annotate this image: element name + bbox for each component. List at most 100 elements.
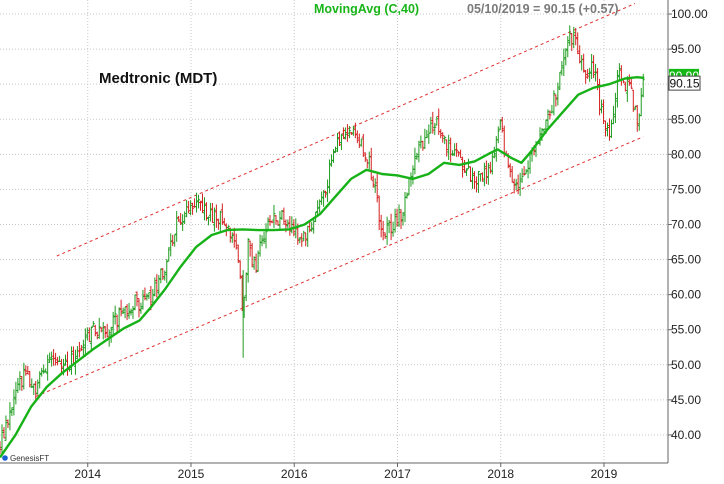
price-bar bbox=[383, 232, 387, 239]
price-bars bbox=[0, 25, 645, 455]
price-bar bbox=[131, 305, 135, 319]
price-bar bbox=[50, 351, 54, 367]
price-bar bbox=[87, 327, 91, 343]
price-bar bbox=[512, 178, 516, 194]
price-bar bbox=[353, 122, 357, 139]
price-bar bbox=[548, 110, 552, 120]
y-tick-label: 65.00 bbox=[671, 253, 701, 267]
price-bar bbox=[359, 138, 363, 147]
price-bar bbox=[286, 219, 290, 229]
credit: GenesisFT bbox=[2, 454, 49, 463]
price-bar bbox=[524, 168, 528, 175]
price-bar bbox=[328, 159, 332, 194]
price-bar bbox=[129, 308, 133, 316]
price-bar bbox=[594, 63, 598, 82]
price-bar bbox=[262, 231, 266, 245]
price-bar bbox=[332, 149, 336, 163]
price-bar bbox=[44, 368, 48, 373]
price-bar bbox=[65, 351, 69, 376]
price-bar bbox=[560, 61, 564, 76]
price-bar bbox=[79, 344, 83, 351]
price-bar bbox=[99, 327, 103, 333]
price-bar bbox=[552, 90, 556, 116]
price-bar bbox=[300, 233, 304, 247]
x-tick-label: 2018 bbox=[487, 467, 514, 481]
price-bar bbox=[238, 260, 242, 280]
price-bar bbox=[97, 317, 101, 339]
price-bar bbox=[75, 345, 79, 360]
price-bar bbox=[377, 195, 381, 231]
price-bar bbox=[127, 302, 131, 319]
y-tick-label: 40.00 bbox=[671, 428, 701, 442]
price-bar bbox=[631, 89, 635, 112]
price-bar bbox=[175, 210, 179, 242]
price-bar bbox=[586, 68, 590, 79]
price-bar bbox=[222, 217, 226, 226]
price-bar bbox=[316, 200, 320, 216]
price-badges: 90.9090.15 bbox=[668, 68, 701, 91]
price-bar bbox=[526, 160, 530, 179]
price-bar bbox=[361, 133, 365, 157]
price-bar bbox=[339, 133, 343, 151]
y-tick-label: 70.00 bbox=[671, 217, 701, 231]
price-bar bbox=[403, 191, 407, 223]
moving-average-series bbox=[0, 76, 645, 459]
price-bar bbox=[334, 146, 338, 153]
price-bar bbox=[324, 190, 328, 198]
price-bar bbox=[8, 402, 12, 431]
price-bar bbox=[355, 130, 359, 144]
price-bar bbox=[212, 207, 216, 232]
price-bar bbox=[341, 127, 345, 140]
price-bar bbox=[470, 167, 474, 189]
price-bar bbox=[32, 383, 36, 395]
price-bar bbox=[0, 424, 4, 455]
price-bar bbox=[488, 161, 492, 174]
price-bar bbox=[210, 202, 214, 223]
price-bar bbox=[177, 215, 181, 222]
price-bar bbox=[18, 371, 22, 391]
price-bar bbox=[143, 287, 147, 301]
price-bar bbox=[270, 220, 274, 224]
price-bar bbox=[572, 26, 576, 49]
price-bar bbox=[206, 216, 210, 226]
price-bar bbox=[95, 331, 99, 340]
price-bar bbox=[60, 358, 64, 373]
price-bar bbox=[264, 223, 268, 249]
y-tick-label: 75.00 bbox=[671, 182, 701, 196]
price-bar bbox=[46, 354, 50, 381]
price-bar bbox=[337, 131, 341, 147]
price-bar bbox=[375, 174, 379, 203]
price-bar bbox=[435, 116, 439, 126]
trend-channel bbox=[35, 3, 644, 397]
price-bar bbox=[516, 174, 520, 195]
price-bar bbox=[417, 140, 421, 163]
price-bar bbox=[42, 364, 46, 374]
price-bar bbox=[40, 367, 44, 377]
price-bar bbox=[278, 211, 282, 231]
price-bar bbox=[401, 211, 405, 226]
price-bar bbox=[607, 118, 611, 141]
price-bar bbox=[266, 217, 270, 231]
y-tick-label: 50.00 bbox=[671, 358, 701, 372]
price-bar bbox=[369, 147, 373, 181]
price-bar bbox=[322, 190, 326, 207]
price-bar bbox=[268, 215, 272, 226]
price-bar bbox=[399, 209, 403, 230]
price-bar bbox=[578, 45, 582, 64]
price-bar bbox=[151, 288, 155, 305]
price-bar bbox=[461, 156, 465, 178]
price-bar bbox=[214, 204, 218, 228]
price-bar bbox=[554, 94, 558, 107]
price-bar bbox=[101, 321, 105, 340]
price-bar bbox=[22, 362, 26, 390]
price-bar bbox=[437, 108, 441, 135]
price-bar bbox=[635, 105, 639, 132]
price-bar bbox=[371, 175, 375, 188]
price-bar bbox=[639, 87, 643, 117]
price-bar bbox=[145, 293, 149, 301]
price-bar bbox=[36, 379, 40, 395]
y-tick-label: 45.00 bbox=[671, 393, 701, 407]
y-tick-label: 95.00 bbox=[671, 42, 701, 56]
price-bar bbox=[256, 250, 260, 272]
